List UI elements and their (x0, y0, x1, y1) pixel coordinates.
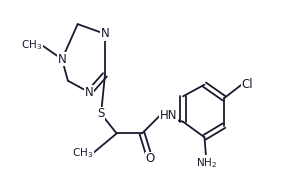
Text: HN: HN (160, 109, 177, 122)
Text: CH$_3$: CH$_3$ (21, 39, 43, 52)
Text: Cl: Cl (242, 78, 253, 91)
Text: CH$_3$: CH$_3$ (72, 146, 93, 160)
Text: NH$_2$: NH$_2$ (196, 156, 217, 170)
Text: S: S (97, 107, 105, 120)
Text: N: N (85, 86, 94, 99)
Text: O: O (145, 152, 154, 165)
Text: N: N (58, 53, 67, 66)
Text: N: N (101, 27, 109, 40)
